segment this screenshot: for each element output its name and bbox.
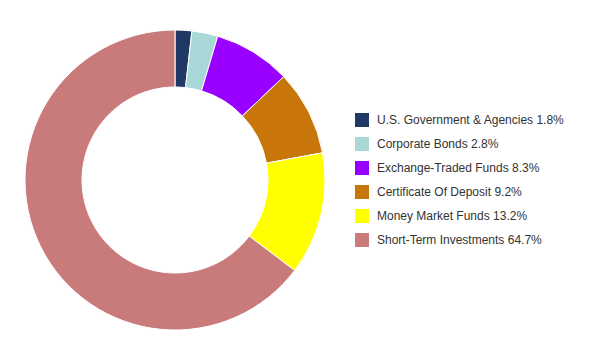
legend-item: Corporate Bonds 2.8% (355, 137, 499, 151)
legend-label: Exchange-Traded Funds 8.3% (377, 161, 540, 175)
legend-swatch (355, 209, 369, 223)
chart-root: U.S. Government & Agencies 1.8% Corporate… (0, 0, 600, 360)
legend-item: Short-Term Investments 64.7% (355, 233, 542, 247)
legend-swatch (355, 137, 369, 151)
legend-label: Certificate Of Deposit 9.2% (377, 185, 522, 199)
donut (25, 30, 325, 330)
slice (242, 77, 322, 164)
legend-item: Certificate Of Deposit 9.2% (355, 185, 522, 199)
legend-label: U.S. Government & Agencies 1.8% (377, 113, 564, 127)
legend-swatch (355, 113, 369, 127)
legend-item: Exchange-Traded Funds 8.3% (355, 161, 540, 175)
slice (25, 30, 295, 330)
legend-item: Money Market Funds 13.2% (355, 209, 527, 223)
legend-swatch (355, 233, 369, 247)
legend-item: U.S. Government & Agencies 1.8% (355, 113, 564, 127)
legend-label: Corporate Bonds 2.8% (377, 137, 499, 151)
legend-swatch (355, 185, 369, 199)
legend: U.S. Government & Agencies 1.8% Corporate… (355, 113, 564, 247)
legend-swatch (355, 161, 369, 175)
legend-label: Short-Term Investments 64.7% (377, 233, 542, 247)
legend-label: Money Market Funds 13.2% (377, 209, 527, 223)
